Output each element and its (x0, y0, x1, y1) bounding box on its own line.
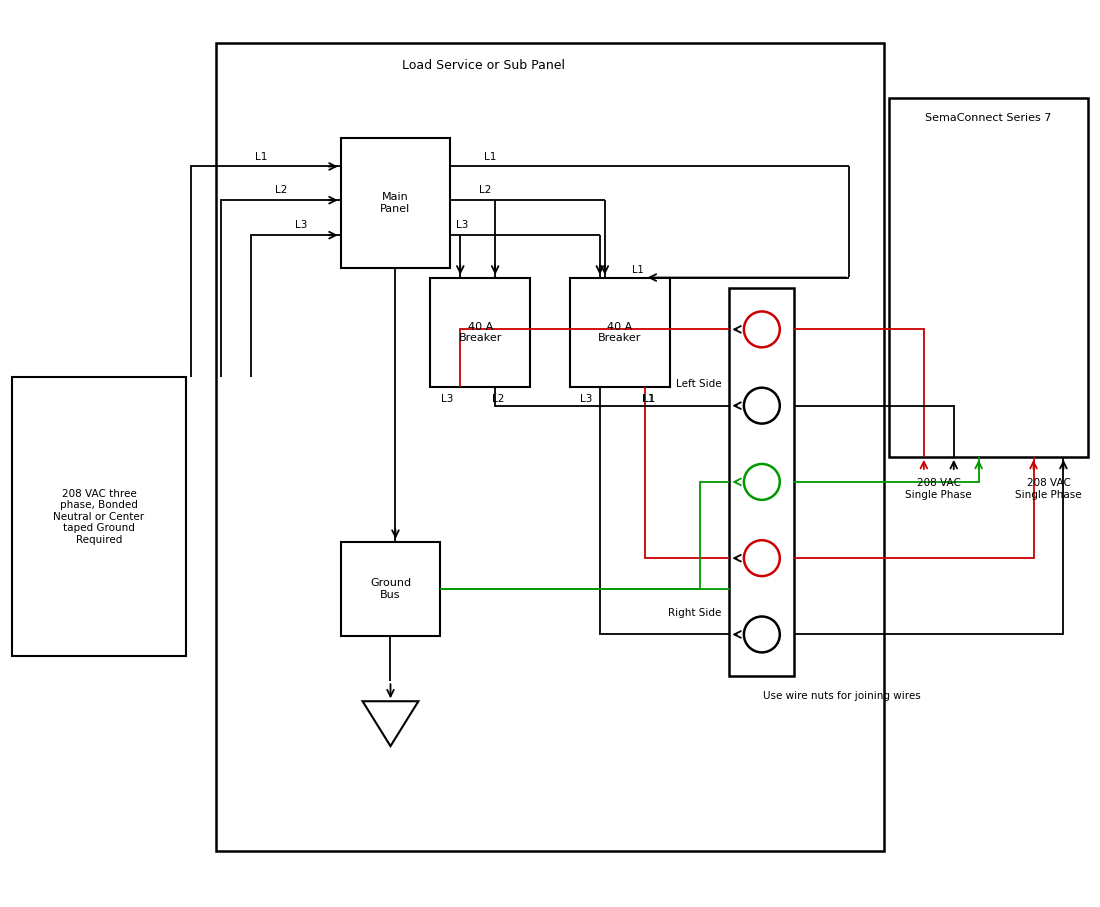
Text: L1: L1 (641, 395, 653, 405)
Text: L2: L2 (275, 185, 287, 195)
Text: SemaConnect Series 7: SemaConnect Series 7 (925, 113, 1052, 123)
Text: 208 VAC three
phase, Bonded
Neutral or Center
taped Ground
Required: 208 VAC three phase, Bonded Neutral or C… (53, 489, 144, 545)
Text: Load Service or Sub Panel: Load Service or Sub Panel (402, 59, 564, 72)
Text: Use wire nuts for joining wires: Use wire nuts for joining wires (762, 691, 921, 701)
Text: 40 A
Breaker: 40 A Breaker (598, 322, 641, 343)
Text: L3: L3 (441, 395, 453, 405)
Text: L3: L3 (295, 220, 307, 230)
Text: Main
Panel: Main Panel (381, 192, 410, 213)
Text: Right Side: Right Side (668, 608, 722, 618)
Text: 40 A
Breaker: 40 A Breaker (459, 322, 502, 343)
Text: L2: L2 (492, 395, 504, 405)
Text: L1: L1 (642, 395, 654, 405)
Text: Ground
Bus: Ground Bus (370, 579, 411, 600)
Text: 208 VAC
Single Phase: 208 VAC Single Phase (905, 478, 972, 500)
Text: L2: L2 (478, 185, 492, 195)
Text: L3: L3 (581, 395, 593, 405)
Text: L3: L3 (456, 220, 469, 230)
Text: 208 VAC
Single Phase: 208 VAC Single Phase (1015, 478, 1081, 500)
Text: L1: L1 (255, 151, 267, 161)
Text: Left Side: Left Side (675, 379, 722, 389)
Text: L1: L1 (484, 151, 496, 161)
Text: L1: L1 (631, 265, 644, 275)
